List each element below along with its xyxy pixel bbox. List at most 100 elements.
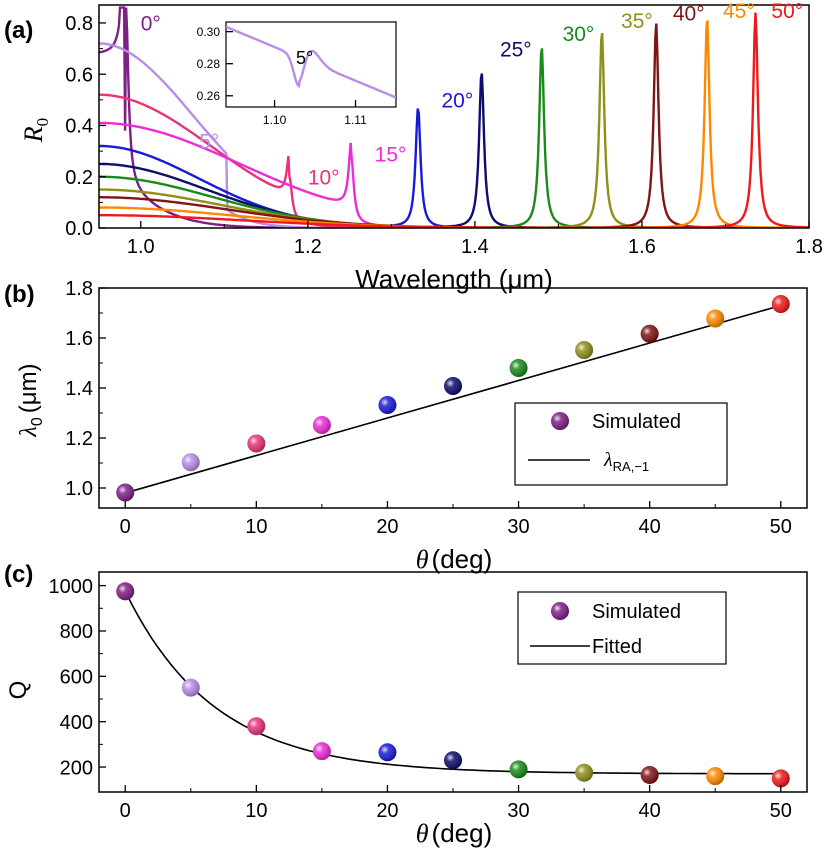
panel-a-frame — [98, 4, 810, 229]
inset-ytick-label: 0.28 — [197, 57, 221, 71]
panel-c-ytick-label: 400 — [60, 712, 93, 734]
panel-a-xtick-label: 1.2 — [294, 236, 322, 258]
panel-b-xlabel: θ (deg) — [416, 544, 492, 574]
panel-a-ytick-label: 0.0 — [65, 218, 93, 240]
panel-c-xlabel: θ (deg) — [416, 818, 492, 848]
panel-b-ytick-label: 1.2 — [65, 428, 93, 450]
panel-c-xlabel-symbol: θ — [416, 819, 429, 848]
inset-curve — [226, 25, 396, 99]
panel-a-ytick-label: 0.2 — [65, 167, 93, 189]
panel-b-ytick-label: 1.4 — [65, 378, 93, 400]
panel-c-xtick-label: 40 — [639, 800, 661, 822]
angle-label-25: 25° — [500, 38, 532, 61]
panel-c-legend-points: Simulated — [592, 601, 681, 623]
panel-b-legend-line-symbol: λ — [603, 449, 613, 471]
panel-c-point-shine — [706, 767, 725, 786]
panel-c-legend-marker-shine — [551, 602, 569, 620]
panel-c-ytick-label: 200 — [60, 757, 93, 779]
curve-40deg — [99, 23, 809, 228]
panel-b-label: (b) — [4, 281, 35, 308]
inset-ytick-label: 0.26 — [197, 89, 221, 103]
panel-b-ytick-label: 1.6 — [65, 328, 93, 350]
panel-b-ylabel: λ0 (μm) — [15, 363, 46, 437]
panel-b-fit-line — [125, 304, 781, 494]
angle-label-20: 20° — [441, 90, 473, 113]
angle-label-5: 5° — [199, 131, 219, 154]
panel-c-points — [116, 582, 790, 788]
panel-c-point-shine — [378, 743, 397, 762]
panel-b-point-shine — [181, 453, 200, 472]
panel-c-axes: 0 10 20 30 40 50 200 400 600 800 1000 — [49, 576, 792, 822]
panel-b-point-shine — [444, 377, 462, 395]
panel-b-axes: 0 10 20 30 40 50 1.0 1.2 1.4 1.6 1.8 — [65, 278, 792, 538]
panel-a-ytick-label: 0.8 — [65, 13, 93, 35]
panel-b-legend-marker-shine — [551, 412, 569, 430]
angle-label-10: 10° — [308, 166, 340, 189]
panel-a-xtick-label: 1.8 — [795, 236, 823, 258]
panel-b-ytick-label: 1.8 — [65, 278, 93, 300]
panel-c: (c) 0 10 20 30 40 50 200 400 600 800 1000 θ (deg) Q… — [4, 561, 808, 848]
panel-a-ylabel: R0 — [19, 118, 52, 143]
panel-b-xtick-label: 40 — [639, 516, 661, 538]
panel-a-xtick-label: 1.0 — [127, 236, 155, 258]
inset-label: 5° — [296, 48, 313, 68]
panel-c-ytick-label: 600 — [60, 667, 93, 689]
panel-a-xlabel: Wavelength (μm) — [355, 264, 553, 294]
panel-c-legend-box — [517, 591, 727, 665]
panel-c-ytick-label: 800 — [60, 621, 93, 643]
panel-c-point-shine — [575, 763, 594, 782]
inset-ytick-label: 0.30 — [197, 25, 221, 39]
panel-b-xtick-label: 50 — [770, 516, 792, 538]
panel-b-legend-box — [514, 402, 728, 486]
panel-b-point-shine — [640, 324, 659, 343]
panel-b-ytick-label: 1.0 — [65, 478, 93, 500]
panel-b-legend-line-sub: RA,−1 — [613, 459, 650, 474]
panel-c-xtick-label: 10 — [245, 800, 267, 822]
panel-c-point-shine — [247, 717, 266, 736]
panel-c-point-shine — [771, 769, 790, 788]
inset-frame — [225, 21, 397, 108]
inset-curve-5deg — [226, 25, 396, 99]
panel-c-xtick-label: 0 — [120, 800, 131, 822]
panel-c-ylabel: Q — [5, 681, 32, 700]
panel-b-xtick-label: 30 — [507, 516, 529, 538]
panel-c-ytick-label: 1000 — [49, 576, 94, 598]
angle-label-35: 35° — [621, 10, 653, 33]
panel-c-point-shine — [444, 751, 462, 770]
panel-b-point-shine — [706, 309, 725, 328]
panel-c-xlabel-text: (deg) — [432, 818, 493, 848]
panel-a-axes: 1.0 1.2 1.4 1.6 1.8 0.0 0.2 0.4 0.6 0.8 — [65, 13, 823, 258]
panel-b-xtick-label: 10 — [245, 516, 267, 538]
panel-b: (b) 0 10 20 30 40 50 1.0 1.2 1.4 1.6 1.8 θ (deg) λ0… — [4, 278, 808, 574]
angle-label-40: 40° — [673, 2, 705, 25]
panel-c-point-shine — [509, 760, 528, 779]
panel-c-legend: Simulated Fitted — [517, 591, 727, 665]
panel-c-point-shine — [181, 678, 200, 697]
panel-b-point-shine — [509, 359, 528, 377]
panel-a-ylabel-main: R — [19, 126, 48, 143]
curve-45deg — [99, 20, 809, 228]
angle-label-30: 30° — [563, 23, 595, 46]
panel-b-point-shine — [247, 434, 266, 453]
panel-b-legend: Simulated λRA,−1 — [514, 402, 728, 486]
panel-b-xlabel-text: (deg) — [432, 544, 493, 574]
panel-c-point-shine — [116, 582, 135, 601]
inset-axes: 1.10 1.11 0.26 0.28 0.30 — [197, 25, 367, 127]
inset-xtick-label: 1.11 — [344, 113, 367, 127]
panel-a-angle-labels: 0° 5° 10° 15° 20° 25° 30° 35° 40° 45° 50° — [141, 0, 803, 189]
panel-b-legend-line: λRA,−1 — [603, 449, 649, 474]
panel-a-ytick-label: 0.4 — [65, 116, 93, 138]
panel-c-label: (c) — [4, 561, 33, 588]
curve-0deg — [99, 6, 809, 228]
panel-b-xtick-label: 0 — [120, 516, 131, 538]
panel-b-point-shine — [312, 416, 331, 434]
panel-b-points — [116, 295, 790, 502]
panel-b-fit — [125, 304, 781, 494]
panel-c-xtick-label: 30 — [507, 800, 529, 822]
panel-c-point-shine — [640, 765, 659, 784]
panel-c-point-shine — [312, 742, 331, 761]
panel-a-label: (a) — [4, 17, 33, 44]
panel-b-ylabel-unit: (μm) — [15, 363, 42, 413]
panel-b-xtick-label: 20 — [376, 516, 398, 538]
